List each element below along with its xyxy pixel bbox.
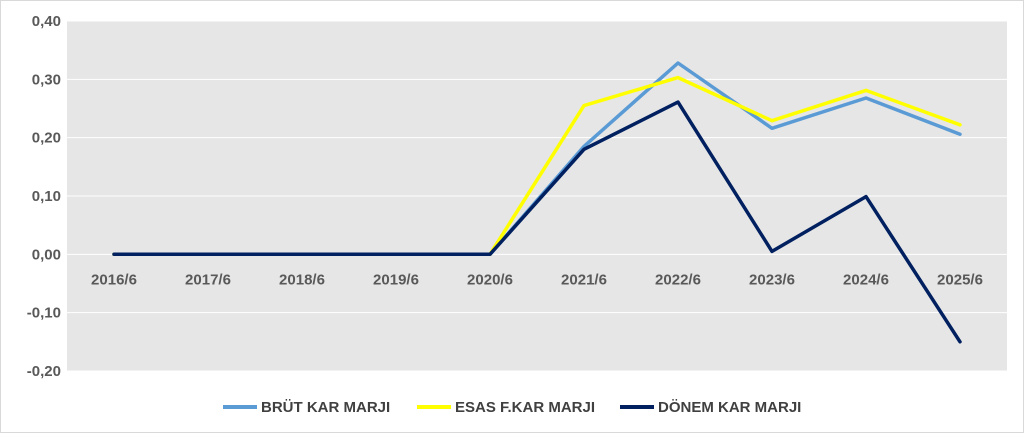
series-line-3 [112, 100, 962, 344]
x-tick-label: 2023/6 [749, 271, 795, 288]
y-tick-label: -0,10 [27, 305, 61, 322]
legend-label: ESAS F.KAR MARJI [455, 399, 595, 416]
legend-item-2: ESAS F.KAR MARJI [417, 399, 595, 416]
y-tick-label: 0,40 [32, 13, 61, 30]
x-tick-label: 2018/6 [279, 271, 325, 288]
series-lines [112, 61, 962, 344]
y-tick-label: -0,20 [27, 363, 61, 380]
y-axis-ticks: 0,40 0,30 0,20 0,10 0,00 -0,10 -0,20 [27, 13, 61, 380]
legend-item-3: DÖNEM KAR MARJI [620, 399, 801, 416]
y-tick-label: 0,00 [32, 246, 61, 263]
y-tick-label: 0,30 [32, 71, 61, 88]
legend-item-1: BRÜT KAR MARJI [223, 399, 390, 416]
x-tick-label: 2017/6 [185, 271, 231, 288]
legend-label: DÖNEM KAR MARJI [658, 399, 801, 416]
y-tick-label: 0,20 [32, 130, 61, 147]
x-tick-label: 2021/6 [561, 271, 607, 288]
gridlines [67, 20, 1007, 372]
x-tick-label: 2025/6 [937, 271, 983, 288]
x-tick-label: 2019/6 [373, 271, 419, 288]
legend: BRÜT KAR MARJI ESAS F.KAR MARJI DÖNEM KAR … [223, 399, 801, 416]
x-tick-label: 2020/6 [467, 271, 513, 288]
x-tick-label: 2022/6 [655, 271, 701, 288]
y-tick-label: 0,10 [32, 188, 61, 205]
x-tick-label: 2024/6 [843, 271, 889, 288]
legend-label: BRÜT KAR MARJI [261, 399, 390, 416]
x-tick-label: 2016/6 [91, 271, 137, 288]
x-axis-ticks: 2016/6 2017/6 2018/6 2019/6 2020/6 2021/6 2022… [91, 271, 983, 288]
